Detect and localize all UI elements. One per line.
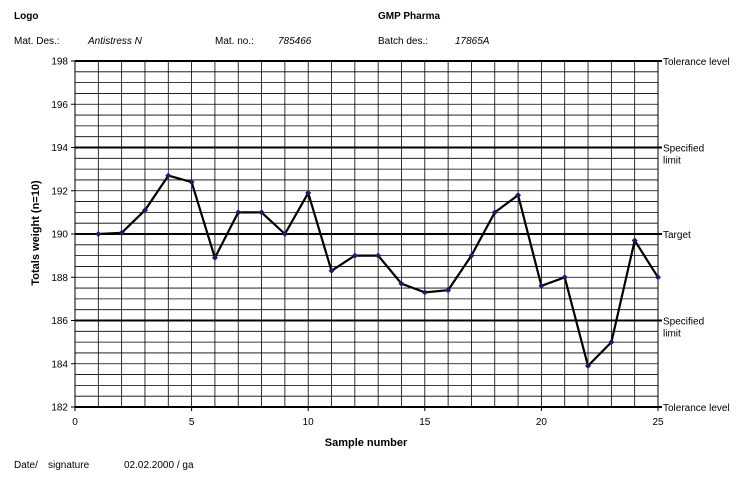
date-label: Date/: [14, 460, 38, 471]
reference-label: Specified limit: [663, 317, 704, 340]
x-tick-label: 10: [303, 417, 315, 428]
date-signature-value: 02.02.2000 / ga: [124, 460, 194, 471]
data-point: [165, 172, 172, 179]
mat-no-label: Mat. no.:: [215, 36, 254, 47]
data-point: [655, 274, 661, 281]
data-point: [398, 280, 405, 287]
x-tick-label: 15: [419, 417, 431, 428]
x-tick-label: 20: [536, 417, 548, 428]
data-point: [188, 179, 195, 186]
data-point: [351, 252, 358, 259]
y-tick-label: 184: [51, 359, 68, 370]
data-point: [281, 231, 288, 237]
data-point: [305, 189, 312, 196]
data-point: [118, 229, 125, 236]
y-tick-label: 188: [51, 273, 68, 284]
data-point: [631, 237, 638, 244]
x-axis-label: Sample number: [325, 437, 408, 449]
x-tick-label: 0: [72, 417, 78, 428]
reference-labels: Tolerance level Specified limit Target Speci…: [663, 57, 730, 414]
y-tick-label: 182: [51, 403, 68, 414]
y-tick-label: 194: [51, 143, 68, 154]
x-tick-labels: 0 5 10 15 20 25: [72, 417, 664, 428]
chart-axes: [71, 60, 659, 411]
data-point: [95, 231, 102, 237]
mat-des-value: Antistress N: [88, 36, 142, 47]
data-point: [141, 207, 148, 214]
series-markers: [95, 172, 661, 369]
reference-label: Target: [663, 230, 691, 241]
reference-label: Tolerance level: [663, 403, 730, 414]
y-tick-label: 190: [51, 230, 68, 241]
data-point: [468, 252, 475, 259]
y-tick-label: 192: [51, 186, 68, 197]
data-point: [375, 252, 382, 259]
y-tick-label: 196: [51, 100, 68, 111]
data-point: [515, 192, 522, 199]
y-axis-label: Totals weight (n=10): [30, 180, 42, 286]
reference-lines: [75, 60, 662, 408]
signature-label: signature: [48, 460, 90, 471]
data-point: [445, 287, 452, 294]
batch-label: Batch des.:: [378, 36, 429, 47]
batch-value: 17865A: [455, 36, 490, 47]
y-tick-label: 186: [51, 316, 68, 327]
data-point: [491, 209, 498, 216]
data-point: [211, 254, 218, 261]
data-point: [258, 209, 265, 216]
x-tick-label: 25: [652, 417, 664, 428]
data-point: [608, 339, 615, 346]
data-point: [328, 267, 335, 274]
reference-label: Tolerance level: [663, 57, 730, 68]
mat-no-value: 785466: [278, 36, 312, 47]
data-point: [421, 289, 428, 296]
x-tick-label: 5: [189, 417, 195, 428]
data-point: [561, 274, 568, 281]
y-tick-labels: 182 184 186 188 190 192 194 196 198: [51, 57, 68, 414]
y-tick-label: 198: [51, 57, 68, 68]
data-point: [585, 362, 592, 369]
data-point: [235, 209, 242, 216]
logo-text: Logo: [14, 11, 39, 22]
data-point: [538, 282, 545, 289]
company-name: GMP Pharma: [378, 11, 441, 22]
reference-label: Specified limit: [663, 144, 704, 167]
mat-des-label: Mat. Des.:: [14, 36, 60, 47]
